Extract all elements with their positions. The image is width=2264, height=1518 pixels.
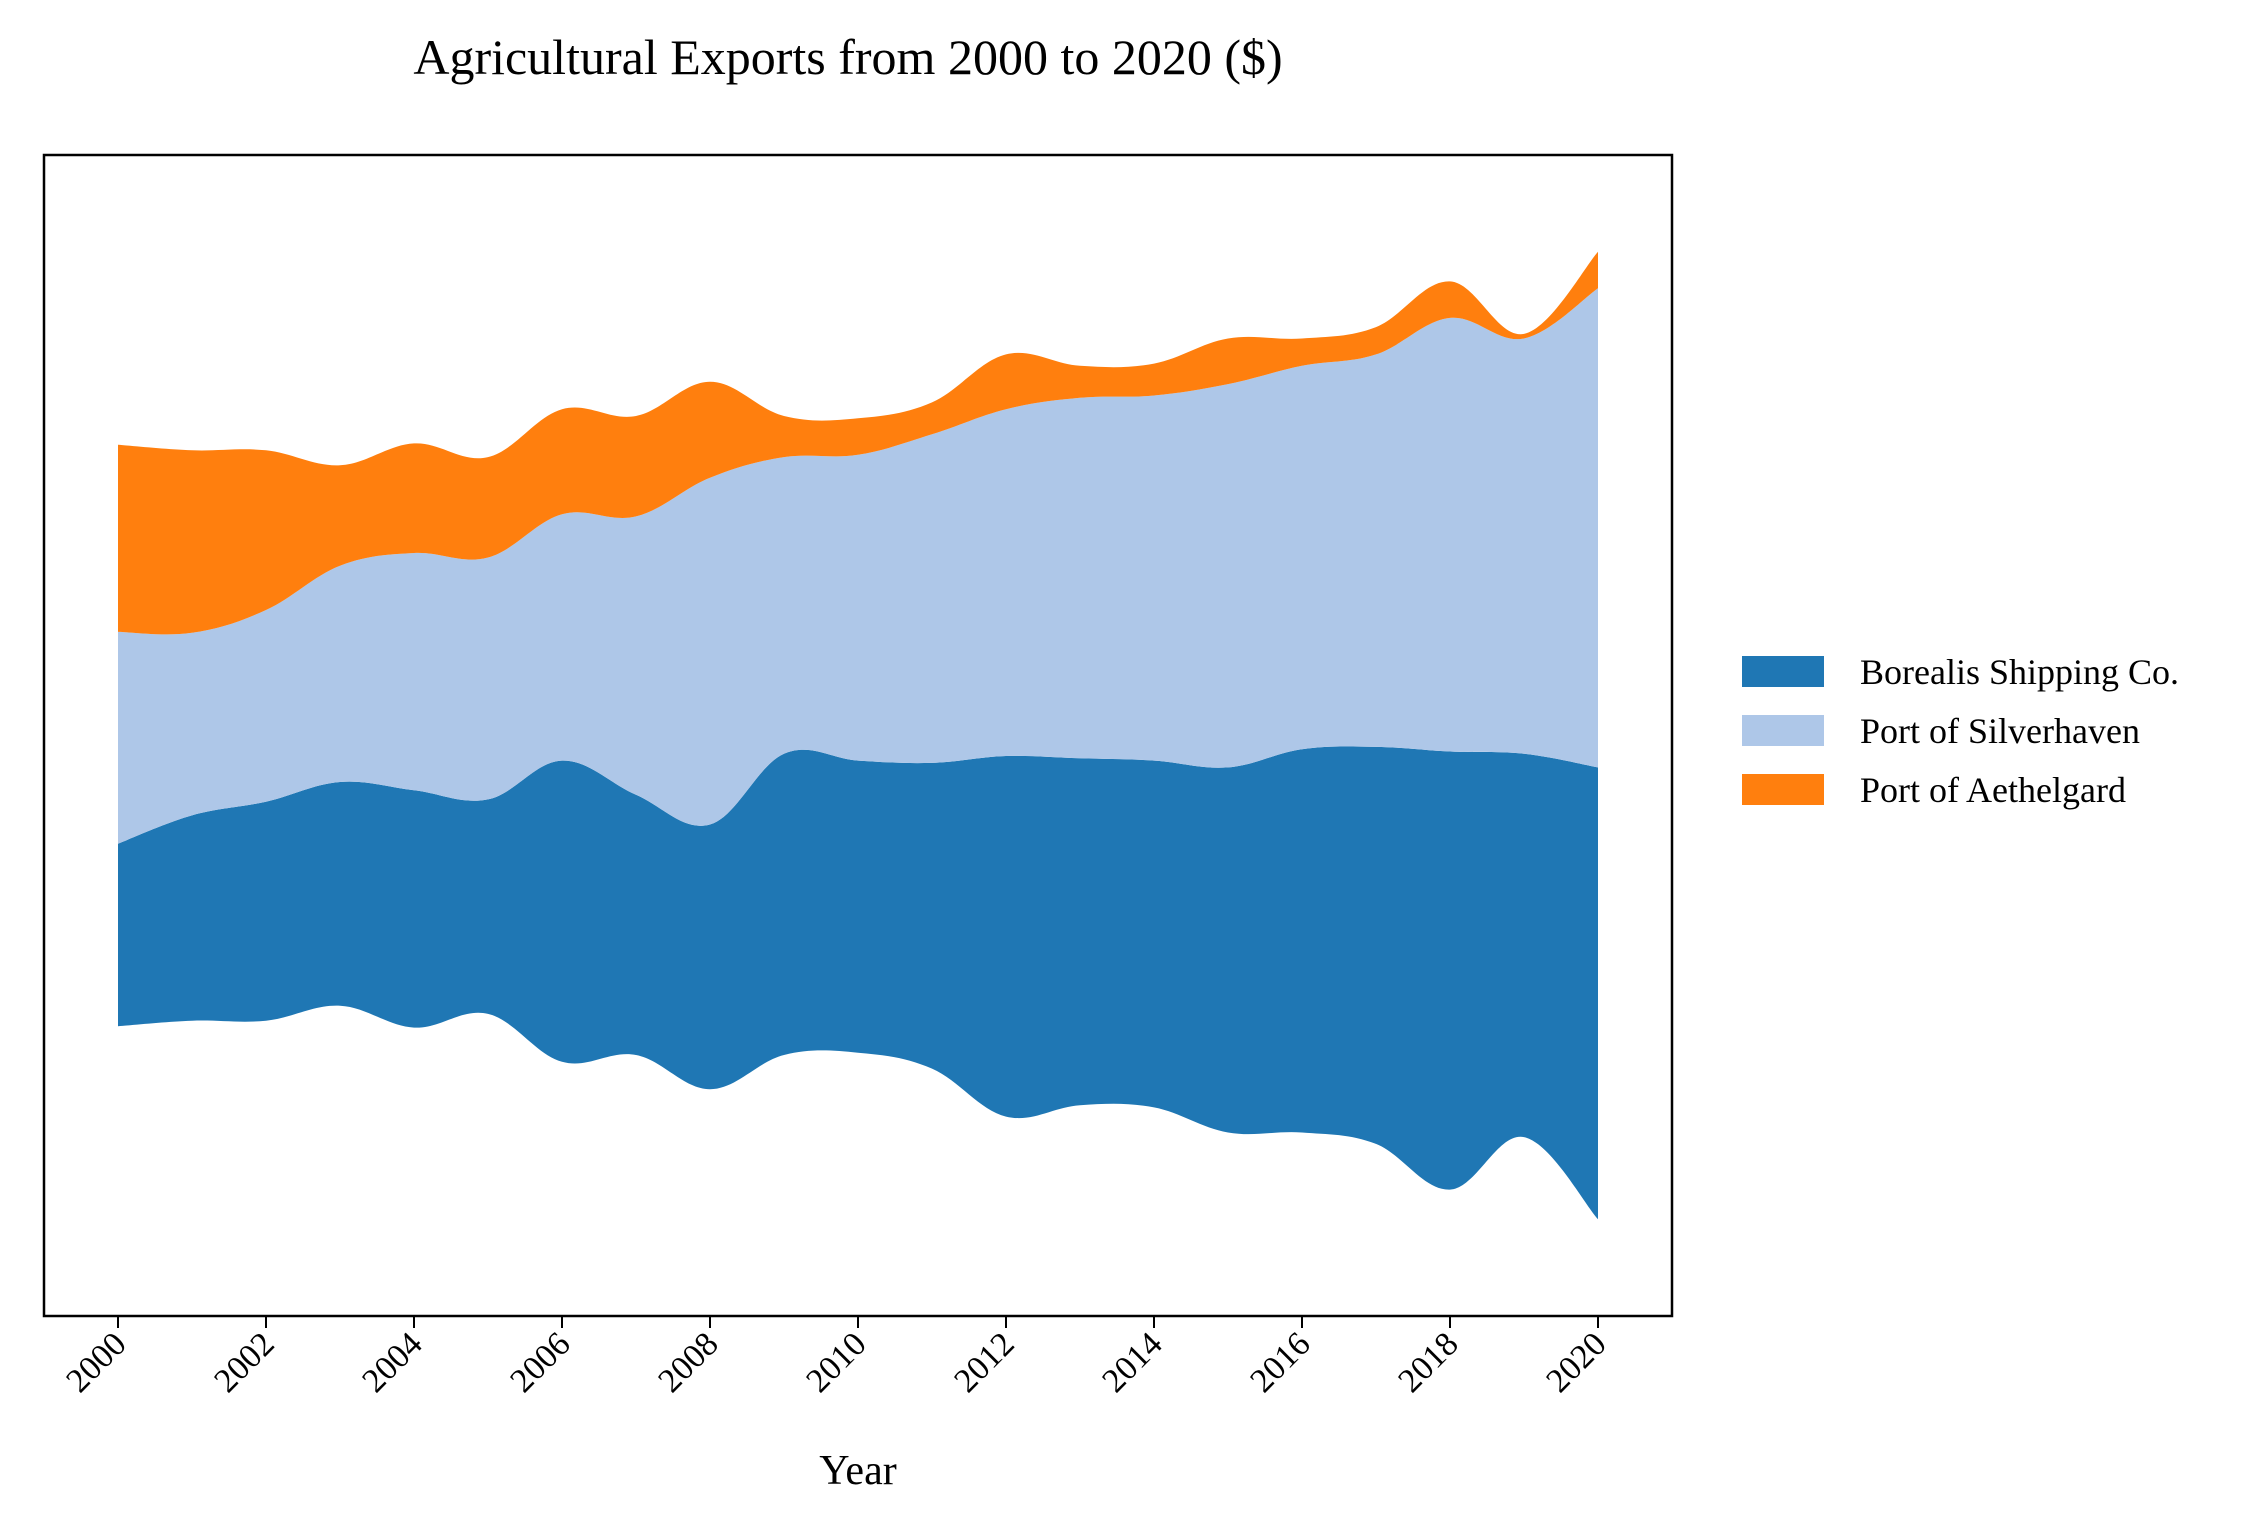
stream-layer-port-of-aethelgard <box>118 251 1598 635</box>
plot-area <box>118 251 1598 1220</box>
legend-label: Port of Silverhaven <box>1860 711 2140 751</box>
x-tick-label: 2004 <box>355 1325 429 1399</box>
x-tick-label: 2002 <box>207 1325 281 1399</box>
x-tick-label: 2014 <box>1095 1325 1169 1399</box>
x-tick-label: 2016 <box>1243 1325 1317 1399</box>
x-tick-label: 2010 <box>799 1325 873 1399</box>
x-tick-label: 2000 <box>59 1325 133 1399</box>
x-axis: 2000 2002 2004 2006 2008 2010 2012 2014 2016 2018… <box>59 1316 1614 1400</box>
x-tick-label: 2006 <box>503 1325 577 1399</box>
chart-title: Agricultural Exports from 2000 to 2020 (… <box>413 29 1282 85</box>
x-tick-label: 2018 <box>1391 1325 1465 1399</box>
stream-layer-port-of-silverhaven <box>118 288 1598 844</box>
legend-swatch <box>1742 656 1824 687</box>
legend-swatch <box>1742 715 1824 746</box>
x-axis-label: Year <box>819 1448 896 1494</box>
legend-label: Port of Aethelgard <box>1860 770 2126 810</box>
legend-swatch <box>1742 774 1824 805</box>
legend: Borealis Shipping Co. Port of Silverhaven… <box>1742 652 2179 810</box>
stream-layer-borealis-shipping-co <box>118 746 1598 1220</box>
x-tick-label: 2012 <box>947 1325 1021 1399</box>
x-tick-label: 2020 <box>1539 1325 1613 1399</box>
legend-label: Borealis Shipping Co. <box>1860 652 2179 692</box>
x-tick-label: 2008 <box>651 1325 725 1399</box>
